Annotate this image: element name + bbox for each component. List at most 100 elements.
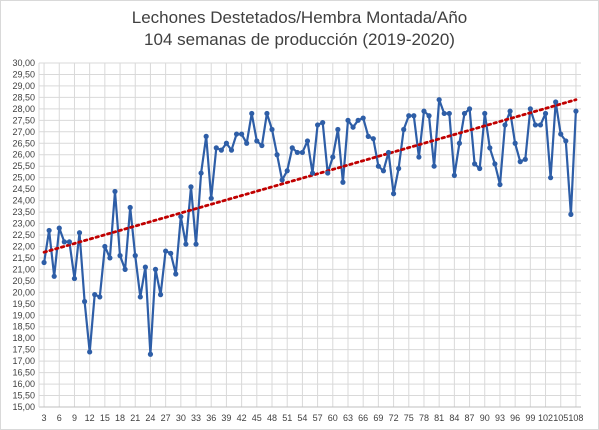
y-tick-label: 29,00 [12, 81, 35, 91]
data-point [385, 149, 392, 156]
data-point [548, 175, 554, 181]
data-point [203, 133, 209, 139]
x-tick-label: 84 [449, 413, 459, 423]
x-tick-label: 75 [404, 413, 414, 423]
x-tick-label: 99 [525, 413, 535, 423]
data-point [233, 131, 240, 137]
data-point [558, 131, 564, 137]
data-point [421, 108, 427, 114]
y-tick-label: 28,50 [12, 92, 35, 102]
axes [38, 63, 581, 408]
y-tick-label: 17,50 [12, 345, 35, 355]
data-point [542, 110, 549, 117]
y-tick-label: 24,50 [12, 184, 35, 194]
data-point [102, 243, 108, 250]
data-point [213, 145, 219, 151]
data-point [193, 241, 199, 247]
y-tick-label: 23,00 [12, 219, 35, 229]
data-point [223, 140, 230, 146]
x-tick-label: 33 [191, 413, 201, 423]
data-point [249, 110, 255, 117]
data-point [147, 351, 154, 357]
data-point [112, 188, 118, 195]
y-tick-label: 18,00 [12, 333, 35, 343]
data-point [330, 154, 336, 160]
y-tick-label: 27,50 [12, 115, 35, 125]
y-tick-label: 23,50 [12, 207, 35, 217]
data-point [497, 181, 503, 188]
data-point [117, 253, 123, 259]
data-point [355, 117, 361, 123]
y-tick-label: 16,50 [12, 368, 35, 378]
x-tick-label: 36 [206, 413, 216, 423]
data-point [390, 191, 397, 197]
y-tick-label: 17,00 [12, 356, 35, 366]
data-point [472, 161, 478, 167]
x-tick-label: 93 [495, 413, 505, 423]
data-point [320, 120, 326, 126]
data-point [492, 161, 498, 167]
data-point [299, 149, 306, 156]
data-point [284, 168, 290, 174]
data-point [228, 147, 235, 153]
data-point [178, 214, 184, 220]
data-point [532, 122, 539, 128]
x-tick-label: 39 [221, 413, 231, 423]
data-point [401, 126, 407, 133]
gridlines [39, 62, 581, 408]
data-point [487, 145, 493, 151]
x-tick-label: 108 [568, 413, 583, 423]
data-point [183, 241, 189, 247]
y-tick-label: 19,50 [12, 299, 35, 309]
y-tick-label: 20,00 [12, 287, 35, 297]
x-tick-label: 81 [434, 413, 444, 423]
data-point [66, 239, 72, 245]
x-tick-label: 3 [42, 413, 47, 423]
data-point [563, 138, 569, 144]
data-point [274, 152, 280, 158]
data-point [396, 165, 402, 172]
trendline [42, 98, 578, 254]
y-tick-label: 22,00 [12, 241, 35, 251]
chart-title-line-2: 104 semanas de producción (2019-2020) [144, 30, 455, 49]
data-point [507, 108, 513, 114]
data-point [294, 149, 300, 156]
data-point [198, 170, 204, 176]
x-tick-label: 18 [115, 413, 125, 423]
data-point [132, 253, 138, 259]
chart-title: Lechones Destetados/Hembra Montada/Año 1… [1, 7, 598, 51]
y-tick-label: 19,00 [12, 310, 35, 320]
x-tick-label: 96 [510, 413, 520, 423]
x-tick-label: 102 [538, 413, 553, 423]
x-tick-label: 105 [553, 413, 568, 423]
y-tick-label: 27,00 [12, 127, 35, 137]
data-point [325, 170, 331, 176]
y-tick-label: 30,00 [12, 58, 35, 68]
data-point [239, 131, 245, 137]
x-tick-label: 78 [419, 413, 429, 423]
data-point [451, 172, 457, 178]
x-tick-label: 87 [465, 413, 475, 423]
data-point [456, 140, 463, 146]
data-point [314, 122, 321, 128]
y-tick-label: 26,00 [12, 150, 35, 160]
y-tick-label: 22,50 [12, 230, 35, 240]
data-point [512, 140, 518, 146]
y-tick-label: 26,50 [12, 138, 35, 148]
data-point [244, 140, 250, 146]
y-tick-label: 29,50 [12, 69, 35, 79]
x-tick-label: 21 [130, 413, 140, 423]
data-point [107, 255, 113, 261]
x-tick-label: 30 [176, 413, 186, 423]
data-point [340, 179, 346, 185]
data-point [335, 126, 341, 133]
data-point [279, 177, 285, 183]
x-tick-label: 66 [358, 413, 368, 423]
y-tick-label: 20,50 [12, 276, 35, 286]
data-point [375, 163, 381, 169]
data-point [573, 108, 579, 114]
data-point [466, 106, 473, 112]
data-point [137, 294, 143, 300]
x-tick-label: 90 [480, 413, 490, 423]
